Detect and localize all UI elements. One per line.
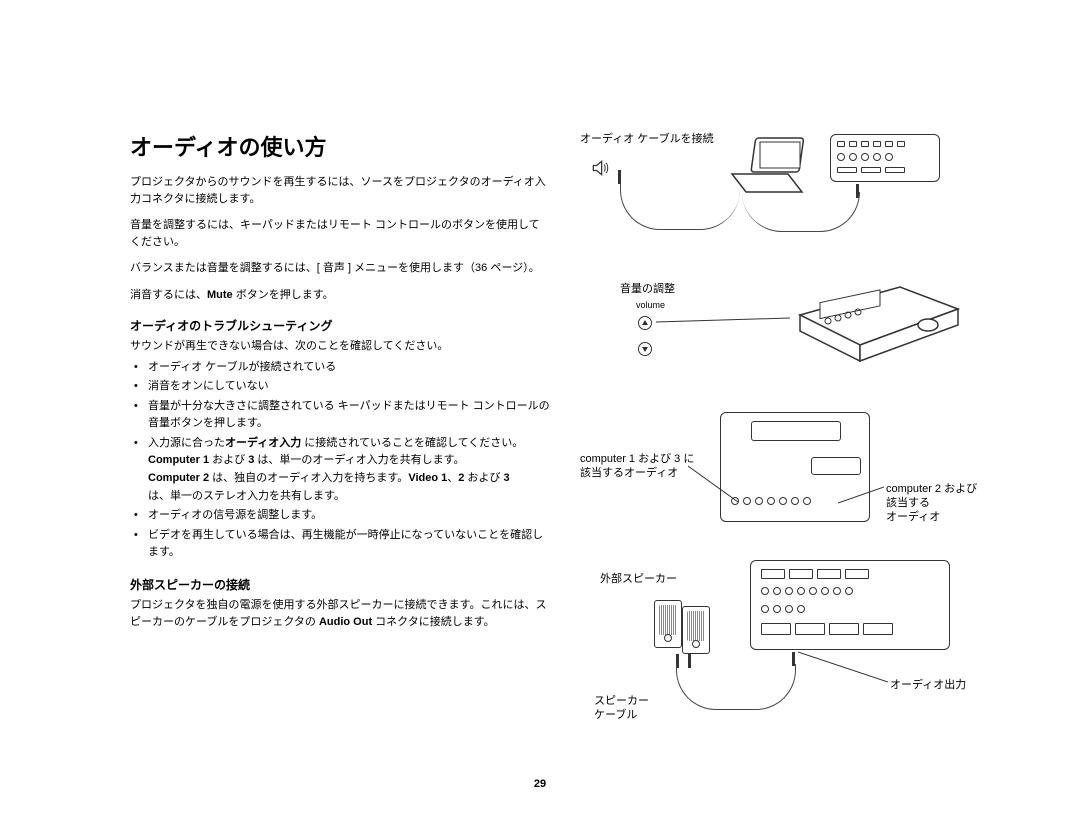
paragraph: バランスまたは音量を調整するには、[ 音声 ] メニューを使用します（36 ペー… — [130, 260, 550, 277]
text: および — [464, 472, 503, 484]
plug-illustration — [792, 652, 795, 666]
list-item: 入力源に合ったオーディオ入力 に接続されていることを確認してください。 Comp… — [148, 435, 550, 505]
text-bold: 3 — [504, 472, 510, 484]
list-subline: は、単一のステレオ入力を共有します。 — [148, 488, 550, 506]
text: は、独自のオーディオ入力を持ちます。 — [209, 472, 408, 484]
text: 消音するには、 — [130, 289, 207, 301]
volume-down-icon — [638, 342, 652, 356]
projector-rear-large-illustration — [750, 560, 950, 650]
projector-angled-illustration — [790, 275, 970, 365]
text: および — [209, 454, 248, 466]
list-subline: Computer 1 および 3 は、単一のオーディオ入力を共有します。 — [148, 452, 550, 470]
caption: オーディオ ケーブルを接続 — [580, 130, 714, 146]
volume-up-icon — [638, 316, 652, 330]
page-number: 29 — [534, 778, 546, 790]
pointer-line — [688, 464, 738, 504]
caption: 外部スピーカー — [600, 570, 677, 586]
text: 、 — [447, 472, 458, 484]
caption: オーディオ出力 — [890, 676, 966, 692]
text-bold: Computer 2 — [148, 472, 209, 484]
text: 入力源に合った — [148, 437, 225, 449]
text: ボタンを押します。 — [233, 289, 334, 301]
caption: 音量の調整 — [620, 280, 675, 296]
speaker-icon — [590, 158, 610, 178]
caption: オーディオ — [886, 508, 940, 524]
text-bold: オーディオ入力 — [225, 437, 301, 449]
plug-illustration — [618, 170, 621, 184]
list-item: ビデオを再生している場合は、再生機能が一時停止になっていないことを確認します。 — [148, 527, 550, 562]
pointer-line — [798, 650, 888, 686]
list-item: オーディオ ケーブルが接続されている — [148, 359, 550, 377]
audio-panel-illustration — [720, 412, 870, 522]
text: コネクタに接続します。 — [372, 616, 495, 628]
laptop-illustration — [730, 136, 810, 196]
caption-sub: volume — [636, 300, 665, 310]
text: は、単一のオーディオ入力を共有します。 — [254, 454, 464, 466]
cable-illustration — [620, 180, 740, 230]
subheading: 外部スピーカーの接続 — [130, 576, 550, 593]
projector-rear-illustration — [830, 134, 940, 182]
text: に接続されていることを確認してください。 — [301, 437, 523, 449]
text-bold: Video 1 — [408, 472, 447, 484]
text-bold: Audio Out — [319, 616, 372, 628]
paragraph: 音量を調整するには、キーパッドまたはリモート コントロールのボタンを使用してくだ… — [130, 217, 550, 250]
connector-icon — [811, 457, 861, 475]
caption: ケーブル — [594, 706, 637, 722]
list-item: 音量が十分な大きさに調整されている キーパッドまたはリモート コントロールの音量… — [148, 398, 550, 433]
bullet-list: オーディオ ケーブルが接続されている 消音をオンにしていない 音量が十分な大きさ… — [130, 359, 550, 563]
paragraph: サウンドが再生できない場合は、次のことを確認してください。 — [130, 338, 550, 355]
speaker-illustration — [682, 606, 710, 654]
pointer-line — [838, 485, 884, 505]
right-column: オーディオ ケーブルを接続 音量の調整 volume — [580, 130, 1020, 640]
page-title: オーディオの使い方 — [130, 130, 550, 162]
cable-illustration — [676, 664, 796, 710]
paragraph: 消音するには、Mute ボタンを押します。 — [130, 287, 550, 304]
cable-illustration — [742, 192, 860, 232]
paragraph: プロジェクタを独自の電源を使用する外部スピーカーに接続できます。これには、スピー… — [130, 597, 550, 630]
subheading: オーディオのトラブルシューティング — [130, 317, 550, 334]
connector-icon — [751, 421, 841, 441]
text-bold: Computer 1 — [148, 454, 209, 466]
text-bold: Mute — [207, 289, 233, 301]
pointer-line — [656, 316, 790, 346]
list-item: 消音をオンにしていない — [148, 378, 550, 396]
list-subline: Computer 2 は、独自のオーディオ入力を持ちます。Video 1、2 お… — [148, 470, 550, 488]
caption: 該当するオーディオ — [580, 464, 678, 480]
list-item: オーディオの信号源を調整します。 — [148, 507, 550, 525]
left-column: オーディオの使い方 プロジェクタからのサウンドを再生するには、ソースをプロジェク… — [130, 130, 550, 640]
paragraph: プロジェクタからのサウンドを再生するには、ソースをプロジェクタのオーディオ入力コ… — [130, 174, 550, 207]
document-page: オーディオの使い方 プロジェクタからのサウンドを再生するには、ソースをプロジェク… — [0, 0, 1080, 670]
speaker-illustration — [654, 600, 682, 648]
